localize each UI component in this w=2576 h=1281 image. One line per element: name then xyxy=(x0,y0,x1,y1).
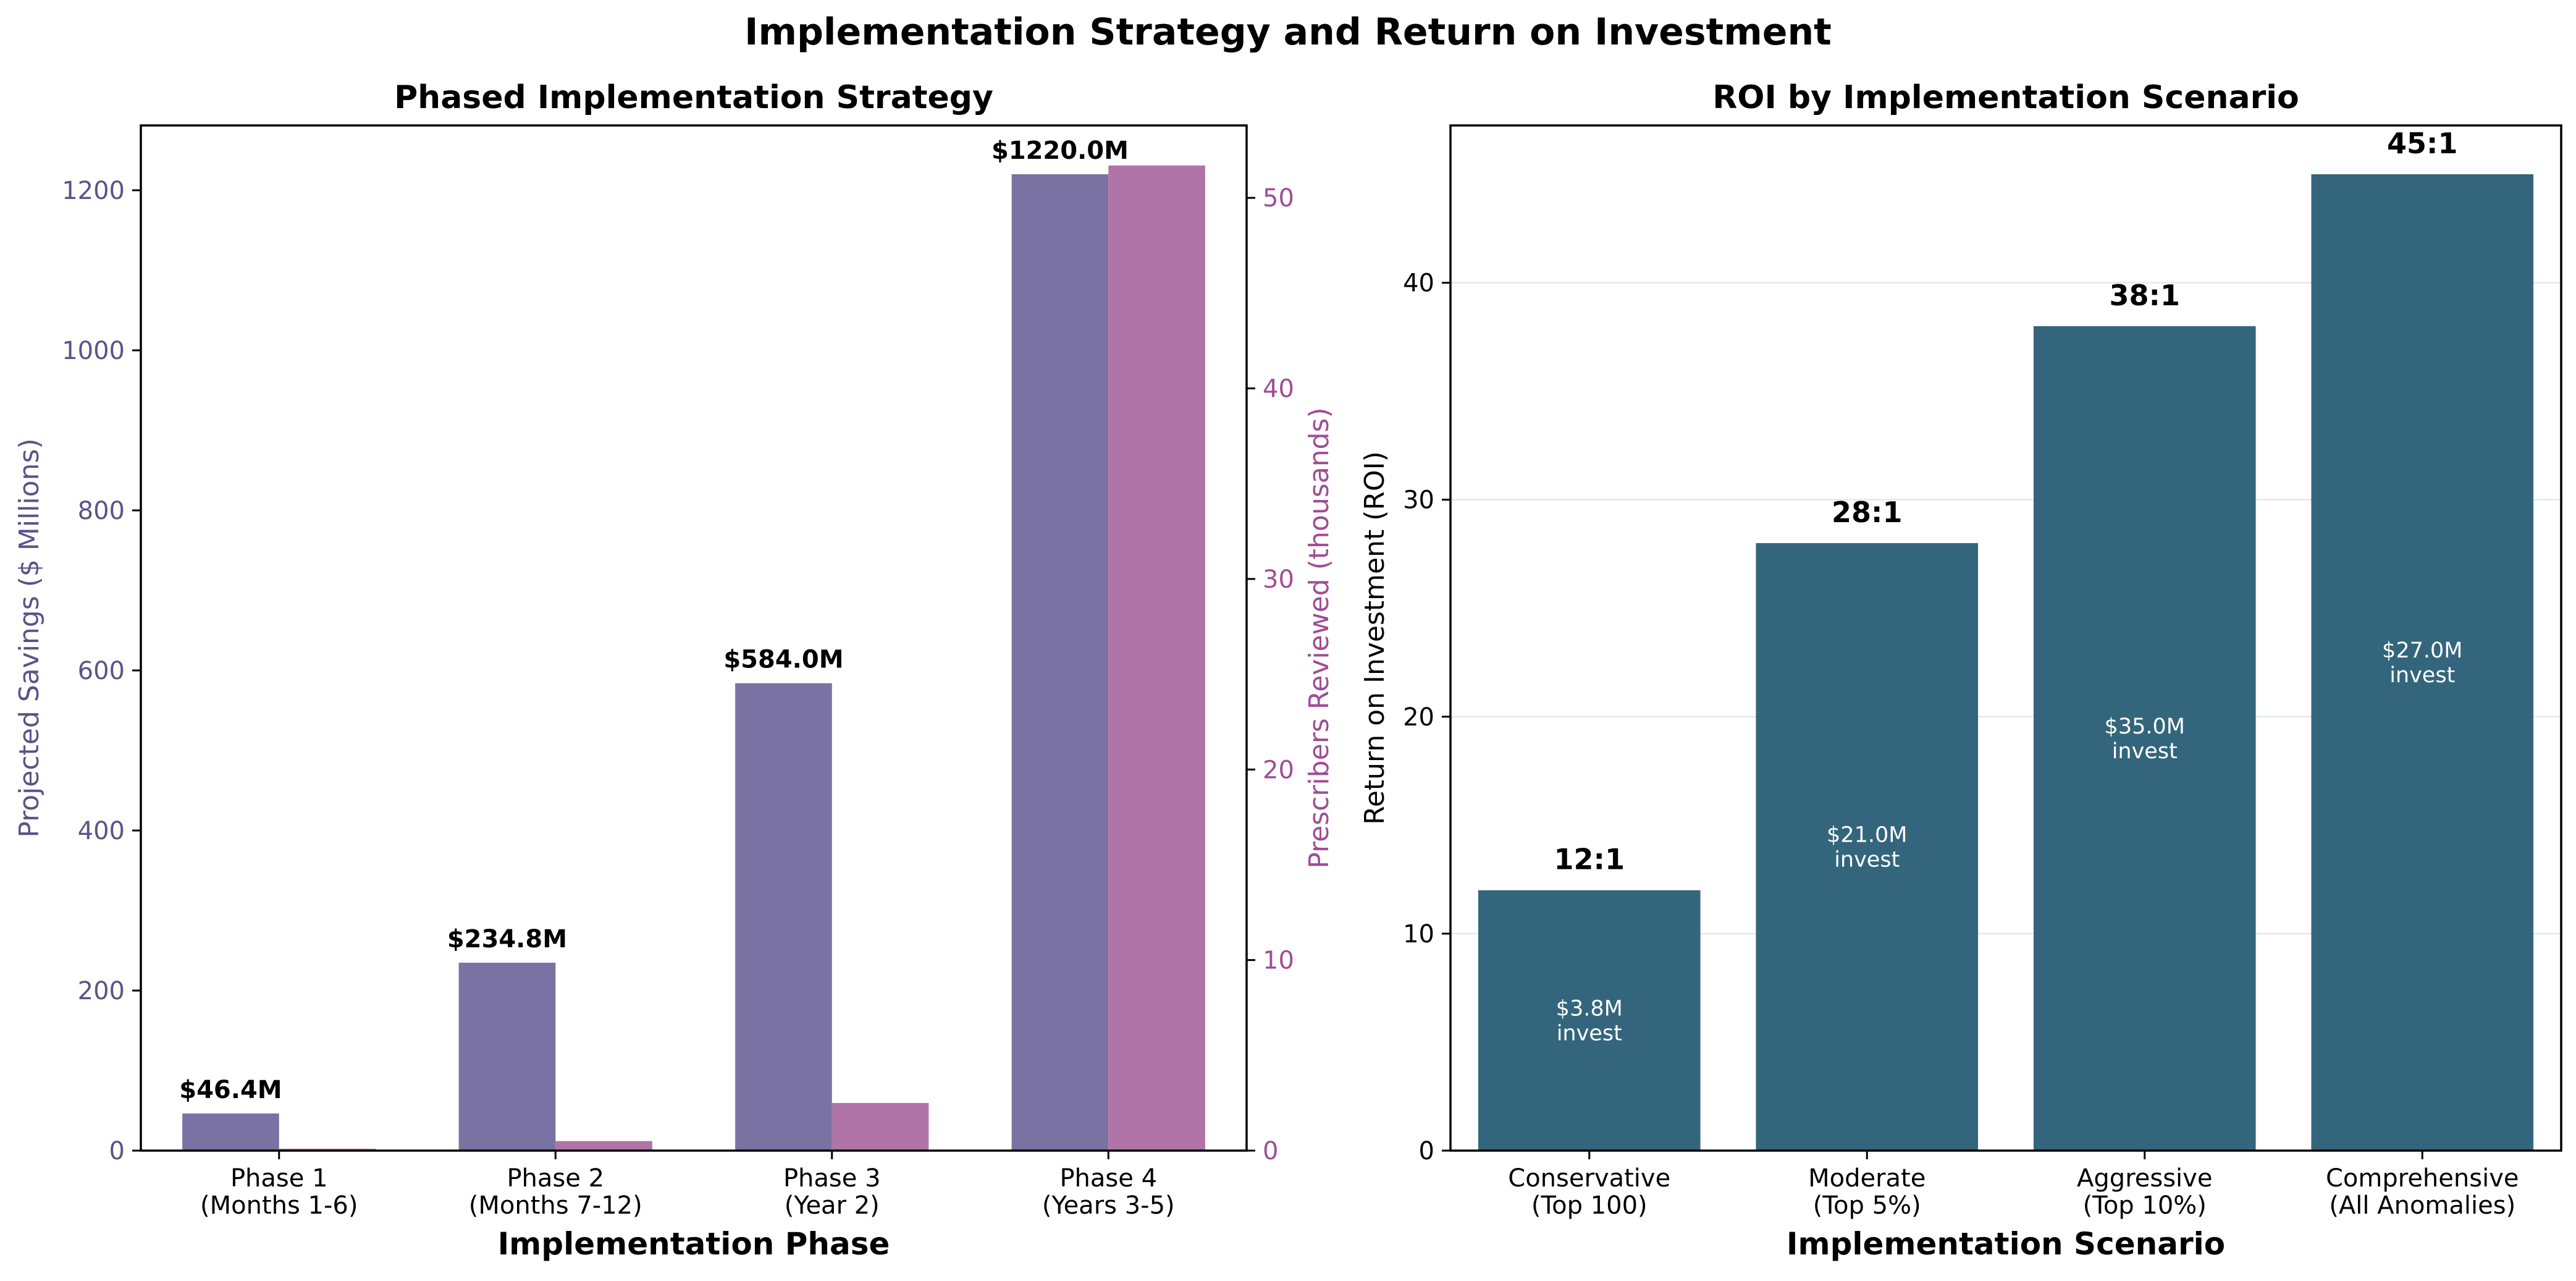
x-tick-label: Conservative (Top 100) xyxy=(1508,1164,1670,1220)
roi-data-label: 45:1 xyxy=(2387,127,2457,160)
prescribers-bar xyxy=(1108,165,1205,1151)
savings-data-label: $234.8M xyxy=(447,925,567,953)
roi-scenario-chart: ROI by Implementation Scenario 12:1 $3.8M i… xyxy=(1359,79,2562,1262)
savings-data-label: $584.0M xyxy=(723,646,843,674)
right-y-tick-label: 10 xyxy=(1263,947,1294,975)
investment-label: $21.0M invest xyxy=(1827,822,1907,872)
x-tick-label: Moderate (Top 5%) xyxy=(1808,1164,1926,1220)
right-y-axis-label: Prescribers Reviewed (thousands) xyxy=(1303,407,1335,868)
roi-bar xyxy=(1478,890,1701,1151)
right-y-tick-label: 20 xyxy=(1263,756,1294,784)
x-tick-label: Phase 4 (Years 3-5) xyxy=(1042,1164,1175,1220)
right-y-tick-label: 30 xyxy=(1263,565,1294,594)
left-y-tick-label: 1000 xyxy=(62,337,125,365)
left-y-tick-label: 0 xyxy=(109,1137,125,1165)
x-tick-label: Phase 3 (Year 2) xyxy=(783,1164,881,1220)
left-y-tick-label: 600 xyxy=(78,657,125,685)
x-tick-label: Aggressive (Top 10%) xyxy=(2077,1164,2212,1220)
right-y-tick-label: 0 xyxy=(1263,1137,1278,1165)
chart-title: ROI by Implementation Scenario xyxy=(1712,79,2299,116)
x-tick-label: Phase 1 (Months 1-6) xyxy=(200,1164,358,1220)
savings-bar xyxy=(1011,174,1109,1151)
x-axis-label: Implementation Scenario xyxy=(1787,1226,2225,1262)
savings-data-label: $1220.0M xyxy=(991,137,1129,165)
left-y-axis-label: Projected Savings ($ Millions) xyxy=(14,438,45,837)
x-tick-label: Phase 2 (Months 7-12) xyxy=(469,1164,642,1220)
prescribers-bar xyxy=(831,1102,929,1151)
investment-label: $27.0M invest xyxy=(2382,638,2462,688)
investment-label: $3.8M invest xyxy=(1556,996,1623,1046)
savings-bar xyxy=(458,962,556,1151)
y-axis-label: Return on Investment (ROI) xyxy=(1359,451,1391,825)
left-y-tick-label: 1200 xyxy=(62,177,125,205)
savings-data-label: $46.4M xyxy=(179,1076,282,1104)
savings-bar xyxy=(735,683,832,1151)
y-tick-label: 20 xyxy=(1403,703,1434,732)
chart-title: Phased Implementation Strategy xyxy=(394,79,993,116)
plot-frame xyxy=(1449,124,2562,1152)
figure-title: Implementation Strategy and Return on In… xyxy=(744,11,1832,54)
plot-frame xyxy=(140,124,1248,1152)
y-tick-label: 30 xyxy=(1403,486,1434,515)
prescribers-bar xyxy=(555,1141,652,1151)
phased-strategy-chart: Phased Implementation Strategy $46.4M Phas… xyxy=(14,79,1335,1262)
roi-bar xyxy=(2033,326,2256,1151)
left-y-tick-label: 400 xyxy=(78,817,125,845)
x-tick-label: Comprehensive (All Anomalies) xyxy=(2326,1164,2519,1220)
left-y-tick-label: 200 xyxy=(78,977,125,1005)
roi-bar xyxy=(2311,174,2534,1151)
investment-label: $35.0M invest xyxy=(2105,714,2185,764)
roi-data-label: 12:1 xyxy=(1554,843,1625,876)
right-y-tick-label: 40 xyxy=(1263,375,1294,404)
left-y-tick-label: 800 xyxy=(78,497,125,525)
y-tick-label: 10 xyxy=(1403,920,1434,949)
y-tick-label: 40 xyxy=(1403,269,1434,298)
x-axis-label: Implementation Phase xyxy=(498,1226,890,1262)
roi-data-label: 38:1 xyxy=(2110,279,2180,312)
roi-data-label: 28:1 xyxy=(1832,496,1902,529)
right-y-tick-label: 50 xyxy=(1263,184,1294,213)
savings-bar xyxy=(182,1113,279,1151)
roi-bar xyxy=(1756,543,1979,1151)
y-tick-label: 0 xyxy=(1419,1137,1434,1165)
